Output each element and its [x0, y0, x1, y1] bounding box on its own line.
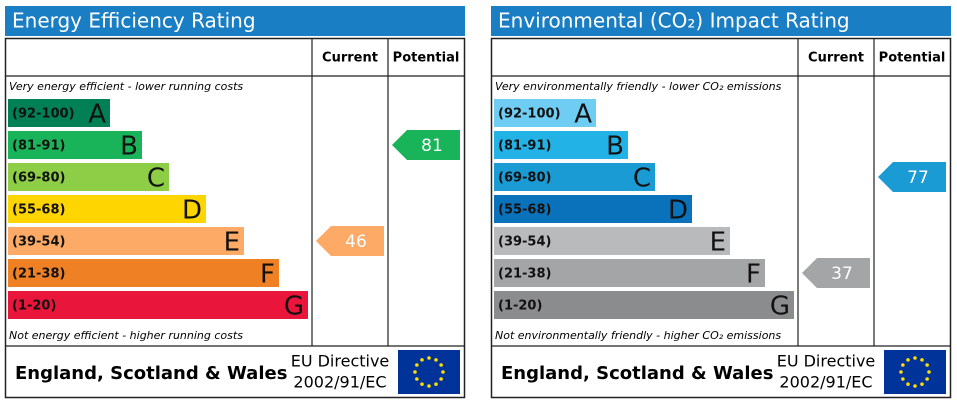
flag-star [920, 382, 924, 386]
band [494, 131, 628, 159]
flag-star [906, 382, 910, 386]
rating-panel: Energy Efficiency Rating Current Potential… [4, 6, 466, 399]
band-range: (81-91) [498, 139, 551, 154]
band [8, 131, 142, 159]
band [494, 259, 765, 287]
rating-marker [392, 130, 460, 160]
band-range: (1-20) [12, 299, 56, 314]
bottom-note: Not environmentally friendly - higher CO… [495, 329, 781, 342]
flag-star [913, 384, 917, 388]
top-note: Very environmentally friendly - lower CO… [495, 80, 782, 93]
rating-marker [802, 258, 870, 288]
band-letter: G [770, 292, 790, 322]
band-letter: E [224, 228, 240, 258]
flag-star [420, 358, 424, 362]
band-range: (1-20) [498, 299, 542, 314]
column-header: Current [322, 51, 378, 66]
panel-frame [4, 37, 466, 399]
band-range: (39-54) [498, 235, 551, 250]
flag-star [925, 377, 929, 381]
band [8, 227, 244, 255]
panel-title: Energy Efficiency Rating [12, 9, 256, 33]
rating-value: 77 [907, 168, 929, 188]
flag-star [899, 370, 903, 374]
flag-star [901, 363, 905, 367]
directive: EU Directive [291, 352, 390, 371]
rating-value: 37 [831, 264, 853, 284]
title-bar [5, 6, 465, 36]
band [494, 163, 655, 191]
band-range: (39-54) [12, 235, 65, 250]
band-letter: D [182, 196, 202, 226]
flag-star [901, 377, 905, 381]
band-letter: B [120, 132, 138, 162]
flag-star [920, 358, 924, 362]
band-letter: D [668, 196, 688, 226]
band-range: (81-91) [12, 139, 65, 154]
rating-value: 81 [421, 136, 443, 156]
flag-star [427, 356, 431, 360]
directive: EU Directive [777, 352, 876, 371]
rating-marker [316, 226, 384, 256]
band-letter: A [574, 100, 592, 130]
flag-star [420, 382, 424, 386]
panel-title: Environmental (CO₂) Impact Rating [498, 9, 850, 33]
flag-star [434, 358, 438, 362]
band-range: (69-80) [12, 171, 65, 186]
band-range: (55-68) [12, 203, 65, 218]
panel-frame [490, 37, 952, 399]
band-range: (21-38) [498, 267, 551, 282]
flag-star [434, 382, 438, 386]
flag-star [427, 384, 431, 388]
band [8, 195, 206, 223]
flag-star [439, 363, 443, 367]
band-letter: F [746, 260, 761, 290]
band-letter: B [606, 132, 624, 162]
band [494, 99, 596, 127]
region: England, Scotland & Wales [501, 363, 773, 384]
column-header: Potential [393, 51, 460, 66]
flag-star [925, 363, 929, 367]
band-range: (21-38) [12, 267, 65, 282]
flag-star [906, 358, 910, 362]
band-letter: C [633, 164, 651, 194]
band-range: (92-100) [12, 107, 75, 122]
flag-star [927, 370, 931, 374]
band [494, 195, 692, 223]
region: England, Scotland & Wales [15, 363, 287, 384]
band [8, 259, 279, 287]
flag-star [413, 370, 417, 374]
directive-code: 2002/91/EC [293, 373, 386, 392]
rating-value: 46 [345, 232, 367, 252]
band-range: (69-80) [498, 171, 551, 186]
flag-star [441, 370, 445, 374]
flag-star [913, 356, 917, 360]
top-note: Very energy efficient - lower running co… [9, 80, 243, 93]
band-letter: C [147, 164, 165, 194]
band-letter: F [260, 260, 275, 290]
column-header: Potential [879, 51, 946, 66]
band [494, 227, 730, 255]
band-letter: E [710, 228, 726, 258]
flag-star [415, 377, 419, 381]
band-range: (92-100) [498, 107, 561, 122]
column-header: Current [808, 51, 864, 66]
band-letter: G [284, 292, 304, 322]
band [8, 99, 110, 127]
flag-star [439, 377, 443, 381]
band-range: (55-68) [498, 203, 551, 218]
title-bar [491, 6, 951, 36]
rating-marker [878, 162, 946, 192]
rating-panel: Environmental (CO₂) Impact Rating Current… [490, 6, 952, 399]
band [8, 291, 308, 319]
band-letter: A [88, 100, 106, 130]
band [8, 163, 169, 191]
bottom-note: Not energy efficient - higher running co… [9, 329, 243, 342]
band [494, 291, 794, 319]
flag-star [415, 363, 419, 367]
directive-code: 2002/91/EC [779, 373, 872, 392]
